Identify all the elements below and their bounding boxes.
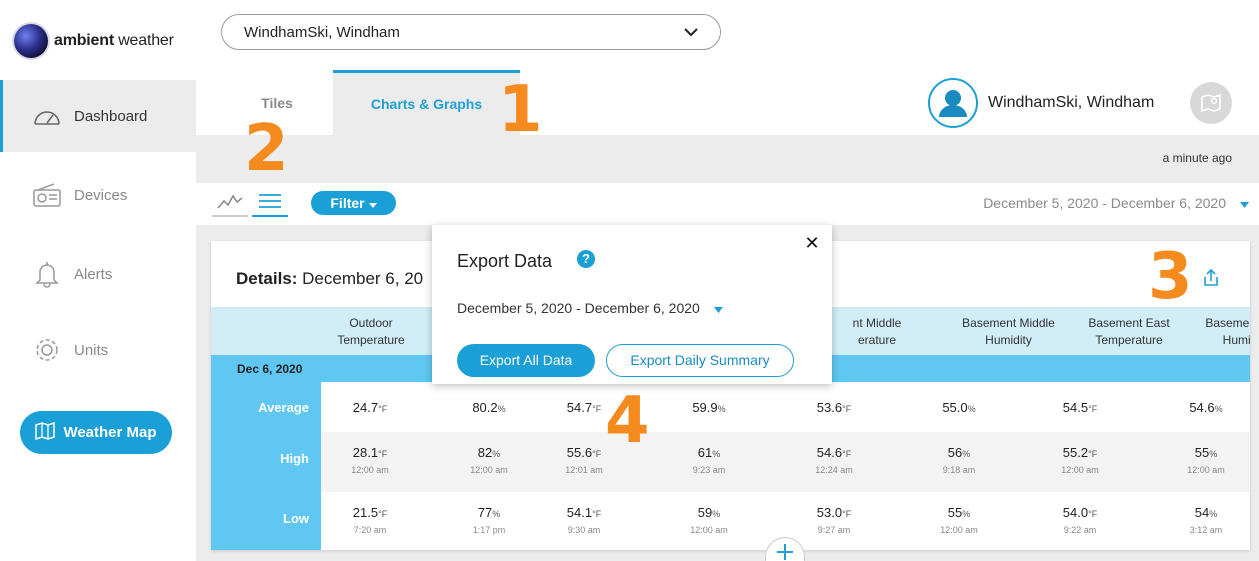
brand-name: ambient weather: [54, 32, 174, 49]
export-daily-summary-button[interactable]: Export Daily Summary: [606, 344, 794, 377]
station-select[interactable]: WindhamSki, Windham: [221, 14, 721, 50]
step-annotation-4: 4: [605, 384, 650, 458]
sidebar-item-label: Devices: [74, 186, 128, 204]
table-cell: 54.6%: [1189, 400, 1223, 415]
caret-down-icon: [368, 195, 377, 211]
column-header: Outdoor Temperature: [337, 316, 405, 347]
line-chart-icon: [217, 194, 243, 209]
map-icon: [35, 421, 56, 444]
column-header: nt Middle erature: [852, 316, 902, 347]
date-group-label: Dec 6, 2020: [237, 362, 303, 376]
table-row-average: [321, 382, 1250, 432]
table-cell: 55.2°F 12:00 am: [1061, 445, 1099, 475]
sidebar: ambient weather Dashboard Devices Alerts…: [0, 0, 196, 561]
table-cell: 54.0°F 9:22 am: [1062, 505, 1098, 535]
step-annotation-2: 2: [244, 112, 289, 186]
row-label-high: High: [280, 451, 309, 466]
column-header: Basement East Temperature: [1088, 316, 1170, 347]
globe-logo-icon: [14, 24, 48, 58]
date-range-value: December 5, 2020 - December 6, 2020: [983, 195, 1226, 211]
column-header: Basement Middle Humidity: [962, 316, 1055, 347]
map-pin-icon: [1201, 94, 1221, 112]
caret-down-icon: [713, 300, 723, 316]
radio-icon: [32, 180, 62, 210]
step-annotation-1: 1: [498, 73, 543, 147]
top-bar: WindhamSki, Windham Tiles Charts & Graph…: [196, 0, 1259, 135]
table-cell: 55% 12:00 am: [940, 505, 978, 535]
row-label-column: Average High Low: [211, 382, 321, 550]
user-icon: [932, 82, 974, 124]
sidebar-item-label: Dashboard: [74, 107, 148, 125]
table-cell: 21.5°F 7:20 am: [352, 505, 388, 535]
export-date-range-value: December 5, 2020 - December 6, 2020: [457, 300, 700, 316]
sidebar-item-dashboard[interactable]: Dashboard: [0, 80, 196, 152]
table-cell: 55.0%: [942, 400, 976, 415]
table-cell: 54.1°F 9:30 am: [566, 505, 602, 535]
export-data-popup: Export Data ? ✕ December 5, 2020 - Decem…: [432, 225, 832, 384]
step-annotation-3: 3: [1148, 240, 1193, 314]
table-cell: 55.6°F 12:01 am: [565, 445, 603, 475]
filter-button[interactable]: Filter: [311, 191, 396, 215]
sidebar-item-label: Alerts: [74, 265, 113, 283]
chart-toolbar: Filter December 5, 2020 - December 6, 20…: [196, 183, 1259, 225]
sidebar-item-units[interactable]: Units: [0, 314, 196, 386]
sidebar-item-label: Units: [74, 341, 109, 359]
table-cell: 59.9%: [692, 400, 726, 415]
caret-down-icon: [1240, 195, 1249, 211]
filter-label: Filter: [330, 195, 365, 211]
weather-map-button[interactable]: Weather Map: [20, 411, 172, 454]
table-cell: 53.6°F: [816, 400, 852, 415]
table-cell: 82% 12:00 am: [470, 445, 508, 475]
table-cell: 55% 12:00 am: [1187, 445, 1225, 475]
row-label-low: Low: [283, 511, 309, 526]
details-title: Details: December 6, 20: [236, 269, 424, 288]
export-share-icon[interactable]: [1201, 268, 1221, 288]
line-chart-view-button[interactable]: [212, 187, 248, 217]
export-all-data-button[interactable]: Export All Data: [457, 344, 595, 377]
map-circle-button[interactable]: [1190, 82, 1232, 124]
table-cell: 61% 9:23 am: [692, 445, 726, 475]
table-cell: 59% 12:00 am: [690, 505, 728, 535]
user-name: WindhamSki, Windham: [988, 94, 1155, 111]
table-row-high: [321, 432, 1250, 492]
export-date-range[interactable]: December 5, 2020 - December 6, 2020: [457, 300, 723, 316]
brand-logo[interactable]: ambient weather: [14, 23, 174, 59]
table-cell: 28.1°F 12:00 am: [351, 445, 389, 475]
sidebar-item-devices[interactable]: Devices: [0, 159, 196, 231]
table-cell: 80.2%: [472, 400, 506, 415]
tab-tiles[interactable]: Tiles: [261, 94, 293, 111]
export-title: Export Data: [457, 251, 553, 271]
table-cell: 77% 1:17 pm: [472, 505, 506, 535]
bell-icon: [32, 259, 62, 289]
row-label-average: Average: [258, 400, 309, 415]
weather-map-label: Weather Map: [63, 424, 157, 441]
chevron-down-icon: [684, 24, 698, 41]
table-cell: 54% 3:12 am: [1189, 505, 1223, 535]
table-cell: 54.5°F: [1062, 400, 1098, 415]
help-icon[interactable]: ?: [577, 250, 595, 268]
table-cell: 24.7°F: [352, 400, 388, 415]
sidebar-item-alerts[interactable]: Alerts: [0, 238, 196, 310]
gear-icon: [32, 335, 62, 365]
table-cell: 54.6°F 12:24 am: [815, 445, 853, 475]
gauge-icon: [32, 101, 62, 131]
table-cell: 54.7°F: [566, 400, 602, 415]
tab-charts-graphs[interactable]: Charts & Graphs: [333, 70, 520, 135]
table-view-button[interactable]: [252, 187, 288, 217]
table-cell: 56% 9:18 am: [942, 445, 976, 475]
plus-icon: [777, 543, 793, 560]
station-select-value: WindhamSki, Windham: [244, 23, 400, 41]
user-avatar[interactable]: [928, 78, 978, 128]
list-icon: [259, 194, 281, 208]
table-cell: 53.0°F 9:27 am: [816, 505, 852, 535]
last-updated: a minute ago: [1162, 151, 1232, 165]
close-icon[interactable]: ✕: [804, 233, 820, 253]
column-header: Basement EastHumidity: [1205, 316, 1250, 347]
date-range-picker[interactable]: December 5, 2020 - December 6, 2020: [983, 195, 1249, 211]
